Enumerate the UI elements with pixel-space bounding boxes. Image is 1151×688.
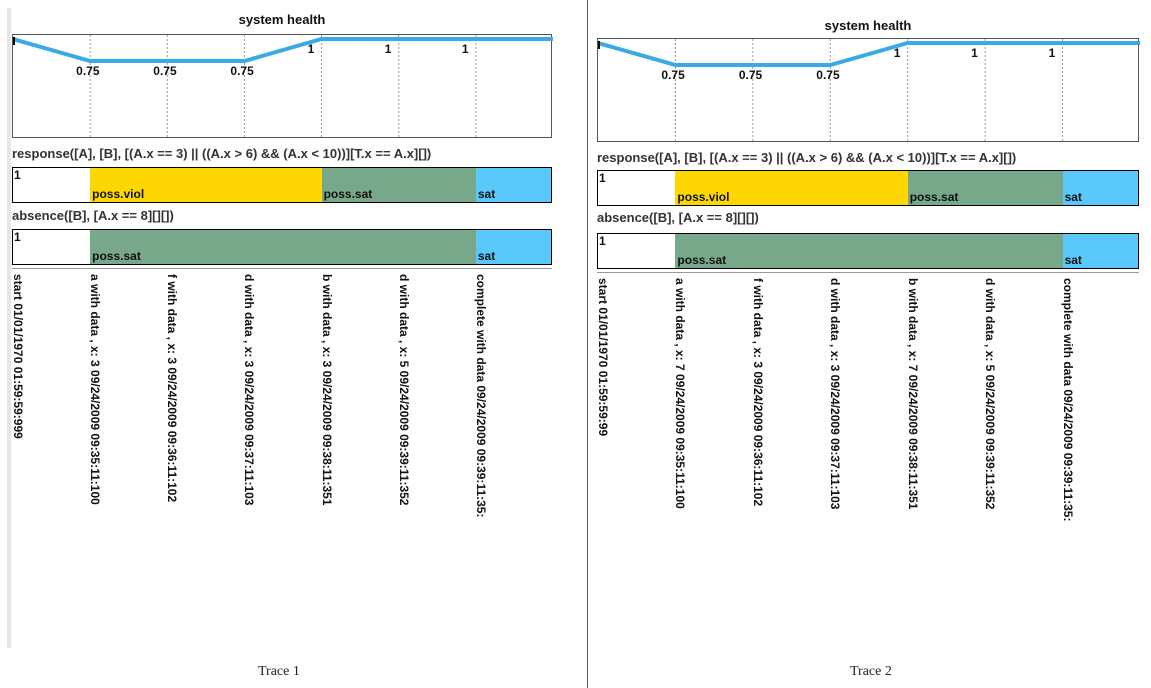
state-segment-sat: sat xyxy=(1062,171,1138,205)
state-label: poss.viol xyxy=(677,190,730,204)
constraint-track: 1 poss.sat sat xyxy=(12,229,552,265)
health-value-label: 0.75 xyxy=(816,68,840,82)
event-label: start 01/01/1970 01:59:59:99 xyxy=(596,278,610,437)
health-value-label: 1 xyxy=(462,42,469,56)
health-value-label: 0.75 xyxy=(230,64,254,78)
constraint-track: 1 poss.viol poss.sat sat xyxy=(12,167,552,203)
track-start-mark: 1 xyxy=(599,234,606,248)
health-title: system health xyxy=(238,12,326,27)
scroll-gutter xyxy=(7,8,11,648)
constraint-label: response([A], [B], [(A.x == 3) || ((A.x … xyxy=(12,146,432,161)
state-segment-sat: sat xyxy=(475,168,551,202)
state-label: poss.viol xyxy=(92,187,145,201)
health-value-label: 0.75 xyxy=(739,68,763,82)
state-segment-poss-sat: poss.sat xyxy=(321,168,476,202)
state-segment-poss-sat: poss.sat xyxy=(907,171,1063,205)
state-label: poss.sat xyxy=(677,253,727,267)
health-series-line xyxy=(598,41,1140,67)
health-chart-svg: 0.75 0.75 0.75 1 1 1 xyxy=(13,35,553,139)
state-segment-poss-viol: poss.viol xyxy=(675,171,908,205)
event-label: d with data , x: 3 09/24/2009 09:37:11:1… xyxy=(828,278,843,510)
health-value-label: 0.75 xyxy=(661,68,685,82)
health-chart: 0.75 0.75 0.75 1 1 1 xyxy=(597,38,1140,143)
state-segment-poss-viol: poss.viol xyxy=(90,168,322,202)
health-chart: 0.75 0.75 0.75 1 1 1 xyxy=(12,34,553,139)
panel-separator xyxy=(587,0,588,688)
trace-caption: Trace 2 xyxy=(850,664,892,679)
track-start-mark: 1 xyxy=(14,230,21,244)
state-segment-poss-sat: poss.sat xyxy=(675,234,1063,268)
state-label: sat xyxy=(1064,190,1082,204)
state-label: sat xyxy=(477,249,496,263)
constraint-track: 1 poss.viol poss.sat sat xyxy=(597,170,1139,206)
events-divider xyxy=(12,268,552,269)
state-label: poss.sat xyxy=(909,190,959,204)
event-label: b with data , x: 7 09/24/2009 09:38:11:3… xyxy=(905,278,920,510)
health-chart-svg: 0.75 0.75 0.75 1 1 1 xyxy=(598,39,1140,143)
constraint-track: 1 poss.sat sat xyxy=(597,233,1139,269)
health-series-line xyxy=(13,37,553,63)
health-value-label: 1 xyxy=(971,46,978,60)
event-label: a with data , x: 7 09/24/2009 09:35:11:1… xyxy=(673,278,688,509)
events-divider xyxy=(597,272,1139,273)
track-start-mark: 1 xyxy=(599,171,606,185)
health-value-label: 1 xyxy=(308,42,315,56)
health-value-label: 0.75 xyxy=(153,64,177,78)
track-start-mark: 1 xyxy=(14,168,21,182)
state-label: poss.sat xyxy=(92,249,141,263)
state-segment-sat: sat xyxy=(475,230,551,264)
event-label: f with data , x: 3 09/24/2009 09:36:11:1… xyxy=(750,278,765,507)
constraint-label: response([A], [B], [(A.x == 3) || ((A.x … xyxy=(597,150,1017,165)
state-segment-sat: sat xyxy=(1062,234,1138,268)
state-segment-poss-sat: poss.sat xyxy=(90,230,476,264)
health-value-label: 0.75 xyxy=(76,64,100,78)
trace-caption: Trace 1 xyxy=(258,664,300,679)
constraint-label: absence([B], [A.x == 8][][]) xyxy=(12,208,174,223)
state-label: sat xyxy=(1064,253,1082,267)
event-label: d with data , x: 5 09/24/2009 09:39:11:3… xyxy=(983,278,998,510)
event-label: complete with data 09/24/2009 09:39:11:3… xyxy=(1060,278,1075,522)
health-value-label: 1 xyxy=(385,42,392,56)
state-label: poss.sat xyxy=(323,187,373,201)
state-label: sat xyxy=(477,187,496,201)
constraint-label: absence([B], [A.x == 8][][]) xyxy=(597,210,759,225)
health-title: system health xyxy=(824,18,912,33)
health-value-label: 1 xyxy=(1049,46,1056,60)
health-value-label: 1 xyxy=(894,46,901,60)
